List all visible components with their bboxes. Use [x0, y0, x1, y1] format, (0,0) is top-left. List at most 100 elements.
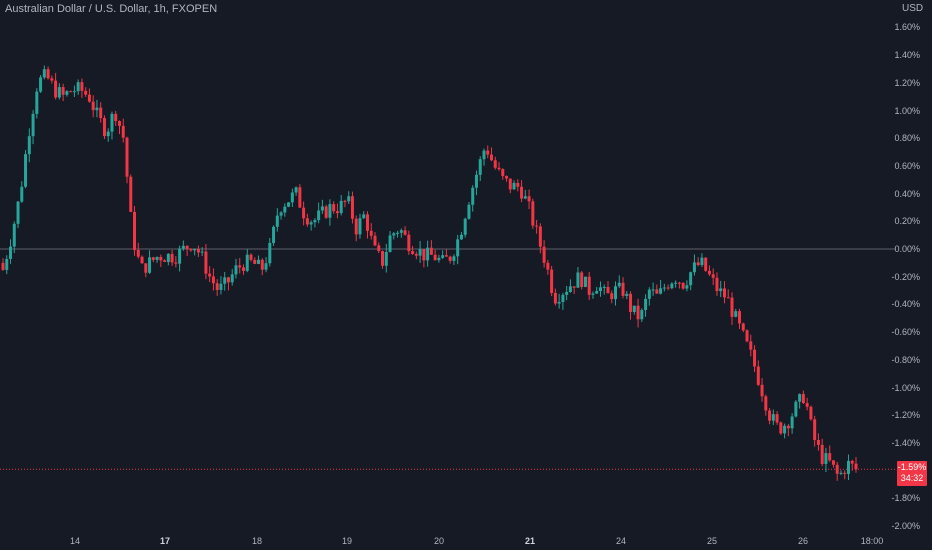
candle-body	[602, 286, 606, 288]
candle-body	[159, 256, 163, 261]
candle-body	[707, 270, 711, 275]
candle-body	[771, 414, 775, 421]
candle-body	[636, 305, 640, 320]
candle-body	[516, 182, 520, 187]
candle-body	[674, 282, 678, 284]
candle-body	[666, 287, 670, 289]
candle-body	[508, 178, 512, 190]
y-tick-label: 1.40%	[894, 50, 920, 61]
candle-body	[99, 107, 103, 119]
candle-body	[768, 410, 772, 421]
candle-body	[433, 254, 437, 261]
candle-body	[576, 272, 580, 288]
candle-body	[422, 249, 426, 261]
candle-body	[1, 262, 5, 270]
candle-body	[16, 201, 20, 224]
candle-body	[749, 341, 753, 350]
candle-body	[527, 196, 531, 202]
bar-countdown: 34:32	[900, 473, 924, 483]
candle-body	[786, 425, 790, 429]
candle-body	[467, 204, 471, 219]
candle-body	[27, 136, 31, 155]
y-tick-label: -0.20%	[891, 271, 920, 282]
candle-body	[69, 91, 73, 93]
candle-body	[824, 453, 828, 464]
candle-body	[441, 255, 445, 258]
candle-body	[831, 460, 835, 465]
candle-body	[779, 422, 783, 434]
candle-body	[444, 255, 448, 257]
candle-body	[775, 414, 779, 423]
candle-body	[245, 254, 249, 271]
candle-body	[670, 283, 674, 289]
y-tick-label: -1.40%	[891, 437, 920, 448]
candle-body	[651, 289, 655, 291]
candle-body	[459, 234, 463, 240]
candle-body	[241, 267, 245, 271]
candle-body	[561, 294, 565, 302]
candle-body	[358, 218, 362, 235]
candle-body	[178, 248, 182, 264]
candle-body	[121, 125, 125, 138]
candle-body	[230, 274, 234, 283]
candle-body	[125, 137, 129, 177]
x-tick-label: 19	[341, 536, 353, 546]
candle-body	[148, 257, 152, 273]
candle-body	[24, 154, 28, 187]
candle-body	[437, 257, 441, 261]
candle-body	[39, 77, 43, 92]
candle-body	[20, 186, 24, 202]
candle-body	[80, 82, 84, 91]
candle-body	[535, 225, 539, 227]
candle-body	[572, 286, 576, 288]
candle-body	[335, 211, 339, 214]
x-tick-label: 25	[706, 536, 718, 546]
candle-body	[129, 176, 133, 212]
candle-body	[520, 186, 524, 199]
candle-body	[734, 311, 738, 317]
x-tick-label: 24	[615, 536, 627, 546]
candle-body	[629, 293, 633, 313]
guide-lines	[0, 248, 895, 470]
candle-body	[801, 394, 805, 404]
candle-body	[226, 277, 230, 283]
candle-body	[65, 91, 69, 95]
candle-body	[839, 472, 843, 474]
candle-body	[61, 87, 65, 95]
candle-body	[478, 159, 482, 175]
candle-body	[9, 246, 13, 259]
candle-body	[497, 167, 501, 170]
candle-body	[557, 301, 561, 304]
candle-body	[632, 305, 636, 313]
candle-body	[730, 297, 734, 317]
candle-body	[50, 78, 54, 81]
candle-body	[114, 113, 118, 122]
candle-body	[711, 274, 715, 278]
candle-body	[474, 174, 478, 188]
candle-body	[411, 251, 415, 255]
candle-body	[828, 453, 832, 461]
candle-body	[294, 187, 298, 193]
candle-body	[381, 251, 385, 266]
candle-body	[257, 259, 261, 264]
x-tick-label: 14	[69, 536, 81, 546]
candle-body	[756, 366, 760, 385]
candle-body	[151, 257, 155, 260]
currency-label: USD	[902, 3, 924, 14]
candle-body	[72, 91, 76, 93]
candle-body	[298, 187, 302, 208]
candle-body	[102, 118, 106, 137]
candle-body	[87, 94, 91, 102]
candle-body	[696, 262, 700, 266]
candle-body	[414, 254, 418, 256]
candle-body	[249, 254, 253, 260]
candle-body	[31, 113, 35, 137]
candle-body	[106, 131, 110, 137]
candle-body	[741, 323, 745, 331]
candle-body	[546, 262, 550, 270]
candle-body	[429, 247, 433, 255]
candle-body	[354, 218, 358, 235]
candle-body	[110, 113, 114, 132]
candle-body	[347, 196, 351, 202]
